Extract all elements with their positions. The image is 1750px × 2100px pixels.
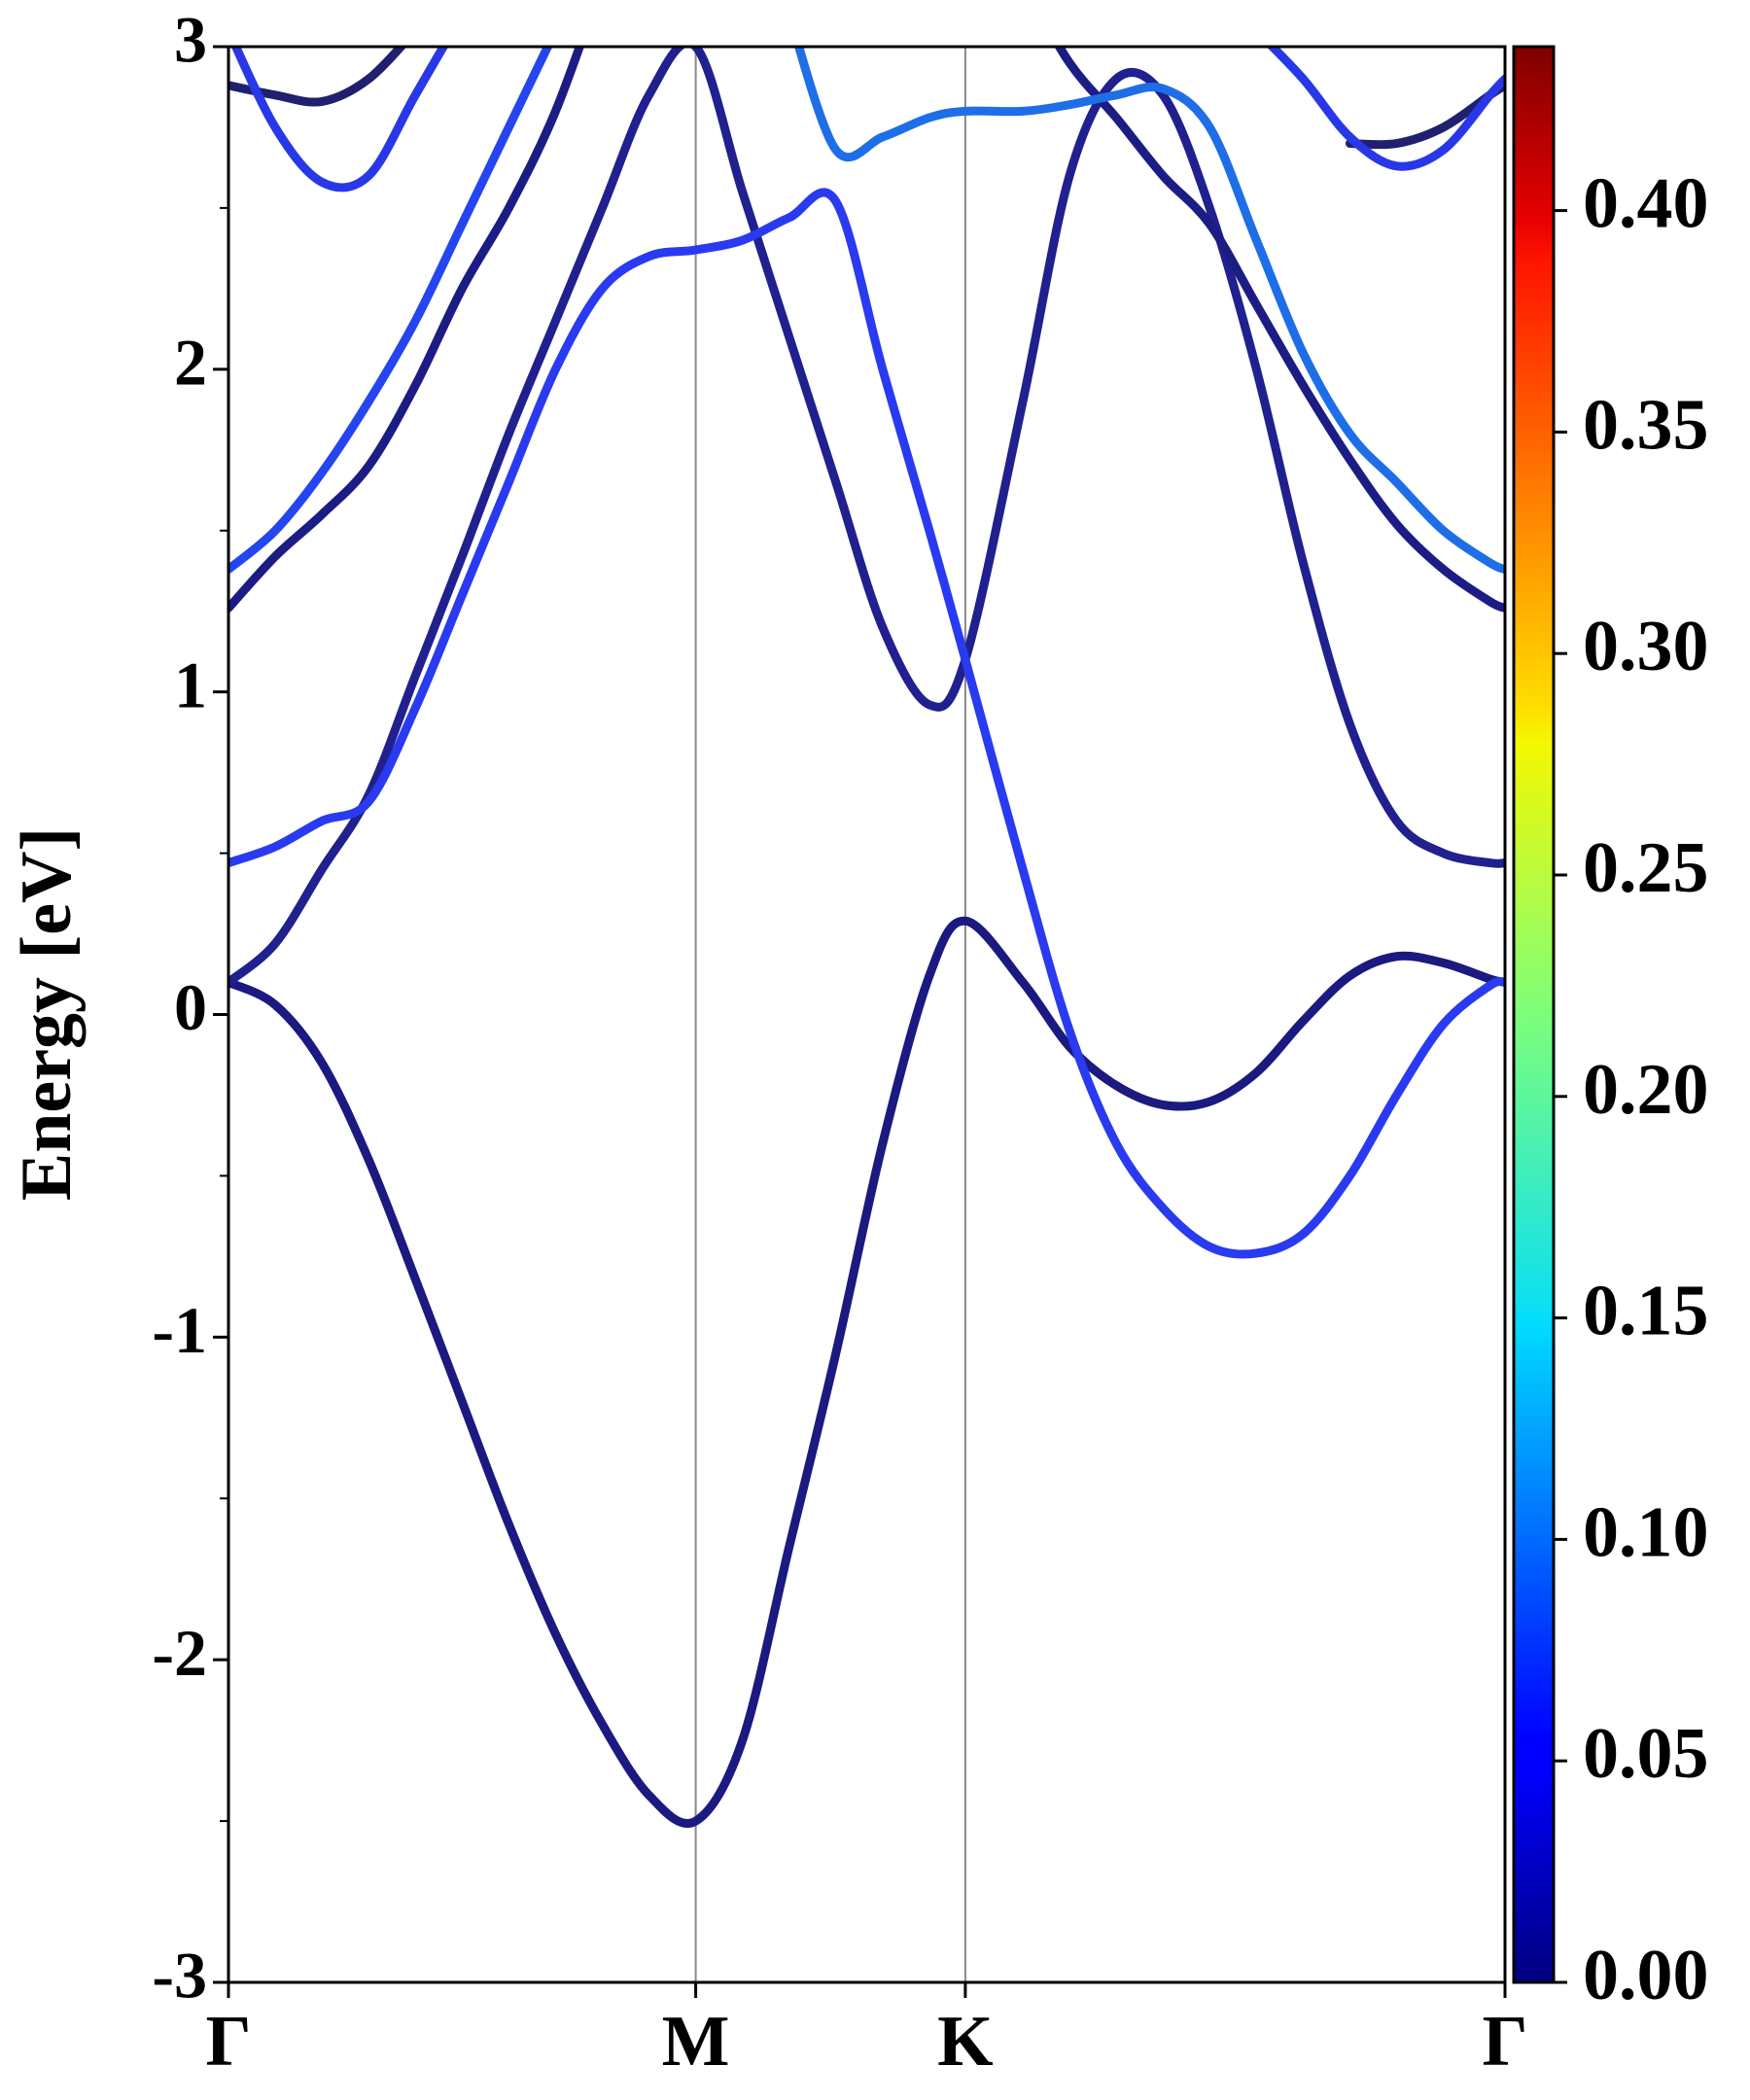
band-line xyxy=(228,47,1505,987)
colorbar-tick-label: 0.10 xyxy=(1583,1492,1709,1572)
colorbar-tick-label: 0.30 xyxy=(1583,607,1709,686)
colorbar-tick-label: 0.20 xyxy=(1583,1050,1709,1130)
colorbar-tick-label: 0.35 xyxy=(1583,385,1709,465)
colorbar-tick-label: 0.05 xyxy=(1583,1714,1709,1794)
plot-frame xyxy=(227,45,1507,1984)
y-tick-label: -3 xyxy=(152,1939,207,2012)
x-tick-label: Γ xyxy=(205,2002,251,2082)
y-axis-label: Energy [eV] xyxy=(7,827,87,1201)
y-tick-label: 2 xyxy=(174,325,207,399)
x-tick-label: K xyxy=(937,2002,994,2082)
colorbar-tick-label: 0.00 xyxy=(1583,1936,1709,2015)
y-tick-label: -2 xyxy=(152,1616,207,1690)
plot-area xyxy=(228,47,1505,1828)
band-line xyxy=(793,47,1505,575)
colorbar-tick-label: 0.15 xyxy=(1583,1272,1709,1351)
band-line xyxy=(228,916,1505,1828)
colorbar-tick-label: 0.40 xyxy=(1583,164,1709,244)
y-tick-label: -1 xyxy=(152,1293,207,1367)
y-tick-label: 1 xyxy=(174,648,207,721)
x-tick-label: Γ xyxy=(1482,2002,1527,2082)
band-line xyxy=(230,47,1505,192)
y-tick-label: 3 xyxy=(174,3,207,77)
band-line xyxy=(228,47,553,575)
colorbar xyxy=(1512,45,1556,1984)
band-line xyxy=(228,47,1505,612)
y-tick-label: 0 xyxy=(174,970,207,1044)
colorbar-tick-label: 0.25 xyxy=(1583,828,1709,908)
x-tick-label: M xyxy=(662,2002,730,2082)
band-line xyxy=(228,188,1505,1259)
